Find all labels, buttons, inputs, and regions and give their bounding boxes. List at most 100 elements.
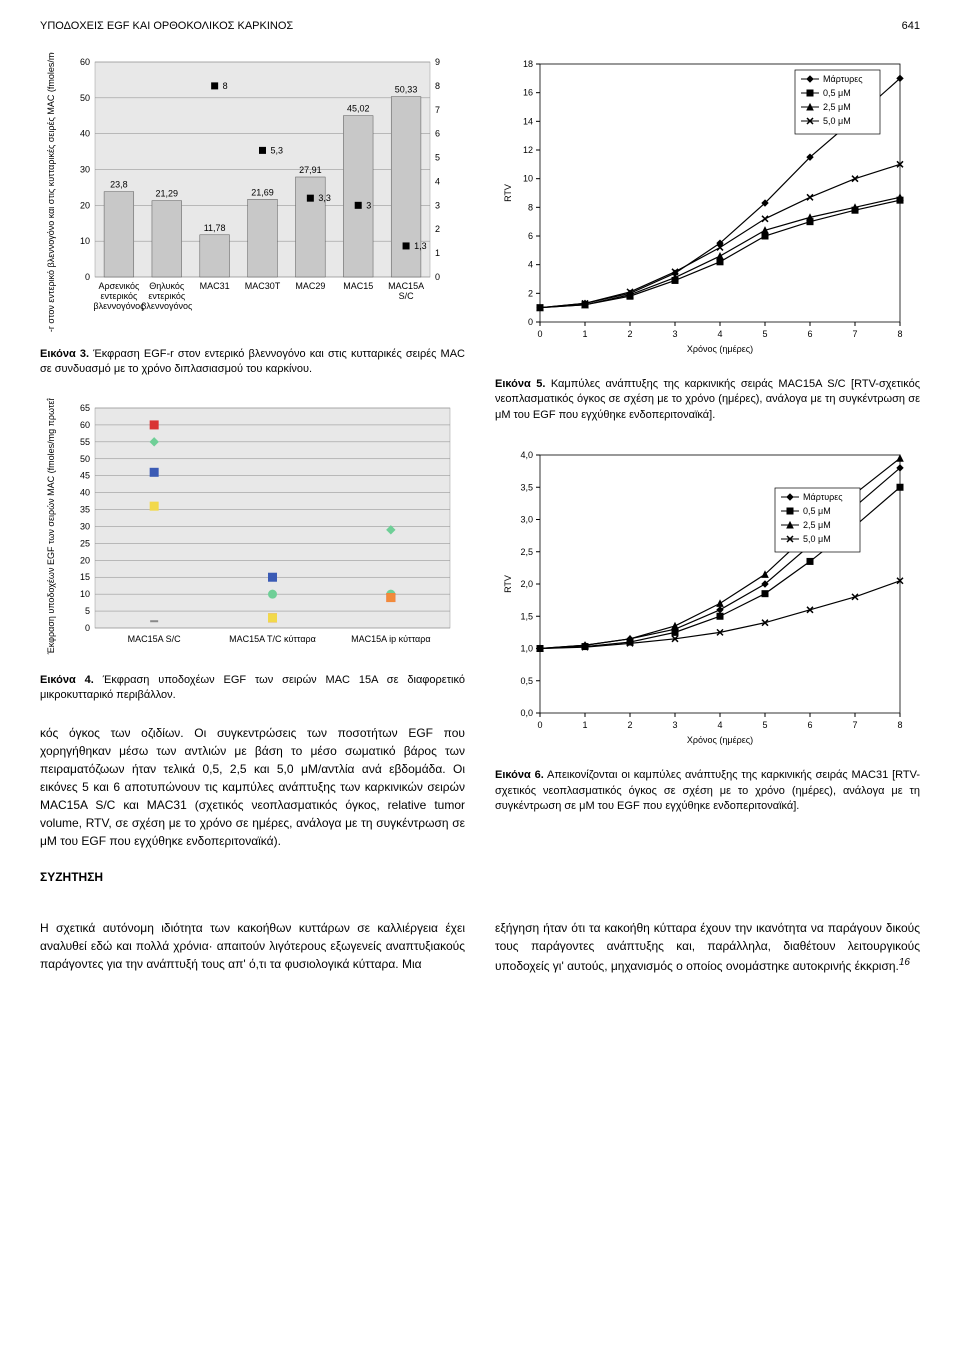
svg-text:60: 60 (80, 57, 90, 67)
svg-text:8: 8 (528, 202, 533, 212)
svg-text:2: 2 (435, 224, 440, 234)
fig6-caption-text: Απεικονίζονται οι καμπύλες ανάπτυξης της… (495, 769, 920, 812)
svg-text:5,0 μΜ: 5,0 μΜ (803, 534, 831, 544)
svg-text:30: 30 (80, 521, 90, 531)
figure-3: 0102030405060012345678923,8Αρσενικόςεντε… (40, 52, 465, 332)
svg-text:1: 1 (435, 248, 440, 258)
fig3-chart: 0102030405060012345678923,8Αρσενικόςεντε… (40, 52, 460, 332)
svg-text:Έκφραση EGF-r στον εντερικό βλ: Έκφραση EGF-r στον εντερικό βλεννογόνο κ… (46, 52, 56, 332)
svg-text:3: 3 (435, 200, 440, 210)
svg-text:60: 60 (80, 420, 90, 430)
header-left: ΥΠΟΔΟΧΕΙΣ EGF ΚΑΙ ΟΡΘΟΚΟΛΙΚΟΣ ΚΑΡΚΙΝΟΣ (40, 20, 293, 32)
svg-text:3: 3 (672, 720, 677, 730)
svg-text:2: 2 (627, 329, 632, 339)
svg-text:εντερικός: εντερικός (100, 291, 138, 301)
left-paragraph-1: κός όγκος των οζιδίων. Οι συγκεντρώσεις … (40, 724, 465, 850)
svg-text:8: 8 (897, 329, 902, 339)
figure-4: 05101520253035404550556065MAC15A S/CMAC1… (40, 398, 465, 658)
svg-text:18: 18 (523, 59, 533, 69)
svg-text:5: 5 (435, 153, 440, 163)
figure-5: 024681012141618012345678Χρόνος (ημέρες)R… (495, 52, 920, 362)
fig4-chart: 05101520253035404550556065MAC15A S/CMAC1… (40, 398, 460, 658)
fig3-caption-text: Έκφραση EGF-r στον εντερικό βλεννογόνο κ… (40, 348, 465, 375)
svg-text:5,3: 5,3 (271, 145, 284, 155)
svg-text:16: 16 (523, 88, 533, 98)
svg-text:4,0: 4,0 (520, 450, 533, 460)
svg-text:Χρόνος (ημέρες): Χρόνος (ημέρες) (687, 735, 753, 745)
svg-text:3,3: 3,3 (318, 193, 331, 203)
svg-text:2,5 μΜ: 2,5 μΜ (803, 520, 831, 530)
fig4-caption-bold: Εικόνα 4. (40, 674, 94, 686)
svg-text:55: 55 (80, 437, 90, 447)
svg-text:35: 35 (80, 504, 90, 514)
svg-text:6: 6 (435, 129, 440, 139)
svg-text:20: 20 (80, 200, 90, 210)
svg-text:45,02: 45,02 (347, 104, 370, 114)
svg-text:6: 6 (528, 231, 533, 241)
bottom-right-paragraph: εξήγηση ήταν ότι τα κακοήθη κύτταρα έχου… (495, 919, 920, 975)
svg-text:27,91: 27,91 (299, 165, 322, 175)
page-header: ΥΠΟΔΟΧΕΙΣ EGF ΚΑΙ ΟΡΘΟΚΟΛΙΚΟΣ ΚΑΡΚΙΝΟΣ 6… (40, 20, 920, 32)
svg-text:8: 8 (897, 720, 902, 730)
svg-text:MAC15A S/C: MAC15A S/C (128, 634, 182, 644)
fig5-caption-text: Καμπύλες ανάπτυξης της καρκινικής σειράς… (495, 378, 920, 421)
svg-text:5: 5 (85, 606, 90, 616)
fig6-chart: 0,00,51,01,52,02,53,03,54,0012345678Χρόν… (495, 443, 915, 753)
discussion-heading: ΣΥΖΗΤΗΣΗ (40, 870, 465, 884)
left-column: 0102030405060012345678923,8Αρσενικόςεντε… (40, 52, 465, 894)
svg-text:40: 40 (80, 129, 90, 139)
fig5-caption: Εικόνα 5. Καμπύλες ανάπτυξης της καρκινι… (495, 377, 920, 423)
svg-text:14: 14 (523, 116, 533, 126)
fig6-caption-bold: Εικόνα 6. (495, 769, 544, 781)
svg-text:50,33: 50,33 (395, 85, 418, 95)
svg-text:7: 7 (852, 720, 857, 730)
svg-text:9: 9 (435, 57, 440, 67)
svg-text:0: 0 (85, 623, 90, 633)
svg-text:εντερικός: εντερικός (148, 291, 186, 301)
svg-text:Μάρτυρες: Μάρτυρες (823, 74, 863, 84)
svg-text:5: 5 (762, 720, 767, 730)
svg-text:MAC15A: MAC15A (388, 281, 424, 291)
svg-text:βλεννογόνος: βλεννογόνος (93, 301, 145, 311)
fig6-caption: Εικόνα 6. Απεικονίζονται οι καμπύλες ανά… (495, 768, 920, 814)
svg-text:50: 50 (80, 93, 90, 103)
svg-text:8: 8 (223, 81, 228, 91)
svg-text:βλεννογόνος: βλεννογόνος (141, 301, 193, 311)
svg-text:0: 0 (85, 272, 90, 282)
svg-text:10: 10 (80, 589, 90, 599)
svg-text:3: 3 (366, 200, 371, 210)
svg-text:Θηλυκός: Θηλυκός (149, 281, 185, 291)
bottom-left-paragraph: Η σχετικά αυτόνομη ιδιότητα των κακοήθων… (40, 919, 465, 973)
svg-text:MAC29: MAC29 (295, 281, 325, 291)
fig5-chart: 024681012141618012345678Χρόνος (ημέρες)R… (495, 52, 915, 362)
svg-text:8: 8 (435, 81, 440, 91)
bottom-right-text: εξήγηση ήταν ότι τα κακοήθη κύτταρα έχου… (495, 921, 920, 973)
svg-text:6: 6 (807, 720, 812, 730)
svg-text:5: 5 (762, 329, 767, 339)
svg-text:0,5: 0,5 (520, 676, 533, 686)
svg-text:Χρόνος (ημέρες): Χρόνος (ημέρες) (687, 344, 753, 354)
svg-text:0,5 μΜ: 0,5 μΜ (803, 506, 831, 516)
svg-text:7: 7 (852, 329, 857, 339)
svg-text:2,5 μΜ: 2,5 μΜ (823, 102, 851, 112)
svg-text:MAC15A T/C κύτταρα: MAC15A T/C κύτταρα (229, 634, 316, 644)
svg-text:45: 45 (80, 470, 90, 480)
svg-text:S/C: S/C (399, 291, 415, 301)
svg-text:RTV: RTV (503, 575, 513, 593)
svg-text:15: 15 (80, 572, 90, 582)
svg-text:0: 0 (537, 720, 542, 730)
svg-text:0: 0 (537, 329, 542, 339)
fig3-caption: Εικόνα 3. Έκφραση EGF-r στον εντερικό βλ… (40, 347, 465, 378)
svg-text:MAC15A ip κύτταρα: MAC15A ip κύτταρα (351, 634, 430, 644)
svg-text:2,0: 2,0 (520, 579, 533, 589)
svg-text:21,69: 21,69 (251, 187, 274, 197)
svg-text:10: 10 (523, 174, 533, 184)
svg-text:21,29: 21,29 (156, 189, 179, 199)
svg-text:7: 7 (435, 105, 440, 115)
svg-text:4: 4 (717, 720, 722, 730)
svg-text:Αρσενικός: Αρσενικός (98, 281, 140, 291)
svg-text:10: 10 (80, 236, 90, 246)
ref-16: 16 (899, 957, 910, 968)
svg-text:0,0: 0,0 (520, 708, 533, 718)
svg-text:0,5 μΜ: 0,5 μΜ (823, 88, 851, 98)
